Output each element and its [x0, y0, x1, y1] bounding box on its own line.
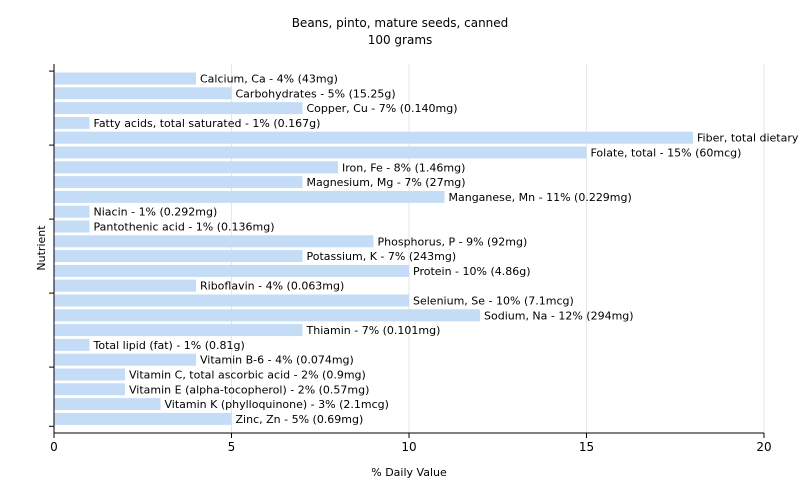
- bar-13: [54, 264, 409, 277]
- bar-label-16: Sodium, Na - 12% (294mg): [484, 309, 634, 322]
- bar-label-5: Folate, total - 15% (60mcg): [591, 147, 742, 160]
- x-tick-label-20: 20: [756, 440, 771, 454]
- bar-label-19: Vitamin B-6 - 4% (0.074mg): [200, 354, 354, 367]
- bar-0: [54, 72, 196, 85]
- bar-label-6: Iron, Fe - 8% (1.46mg): [342, 161, 465, 174]
- bar-label-4: Fiber, total dietary - 18% (4.6g): [697, 132, 800, 145]
- bar-label-12: Potassium, K - 7% (243mg): [307, 250, 457, 263]
- bar-20: [54, 368, 125, 381]
- bar-18: [54, 338, 90, 351]
- chart-title: Beans, pinto, mature seeds, canned: [292, 16, 509, 30]
- bar-10: [54, 220, 90, 233]
- bar-label-11: Phosphorus, P - 9% (92mg): [378, 235, 528, 248]
- bar-label-10: Pantothenic acid - 1% (0.136mg): [94, 221, 275, 234]
- bar-label-15: Selenium, Se - 10% (7.1mcg): [413, 295, 574, 308]
- bar-label-23: Zinc, Zn - 5% (0.69mg): [236, 413, 364, 426]
- axis-layer: 0 5 10 15 20: [49, 64, 772, 454]
- bar-label-13: Protein - 10% (4.86g): [413, 265, 531, 278]
- bar-label-20: Vitamin C, total ascorbic acid - 2% (0.9…: [129, 369, 366, 382]
- bar-3: [54, 116, 90, 129]
- y-axis-label: Nutrient: [35, 225, 48, 271]
- bar-15: [54, 294, 409, 307]
- x-tick-label-0: 0: [50, 440, 58, 454]
- bar-2: [54, 102, 303, 115]
- bar-22: [54, 398, 161, 411]
- bar-label-21: Vitamin E (alpha-tocopherol) - 2% (0.57m…: [129, 383, 369, 396]
- bar-16: [54, 309, 480, 322]
- bar-23: [54, 412, 232, 425]
- bar-1: [54, 87, 232, 100]
- bar-14: [54, 279, 196, 292]
- bar-7: [54, 176, 303, 189]
- grid-layer: [231, 64, 765, 433]
- bar-5: [54, 146, 587, 159]
- bar-label-14: Riboflavin - 4% (0.063mg): [200, 280, 344, 293]
- bar-label-2: Copper, Cu - 7% (0.140mg): [307, 102, 458, 115]
- bar-label-1: Carbohydrates - 5% (15.25g): [236, 87, 396, 100]
- bar-19: [54, 353, 196, 366]
- bar-6: [54, 161, 338, 174]
- bar-label-9: Niacin - 1% (0.292mg): [94, 206, 218, 219]
- bar-label-0: Calcium, Ca - 4% (43mg): [200, 73, 338, 86]
- bar-11: [54, 235, 374, 248]
- bar-17: [54, 324, 303, 337]
- x-tick-label-15: 15: [579, 440, 594, 454]
- x-tick-label-5: 5: [228, 440, 236, 454]
- bar-9: [54, 205, 90, 218]
- bar-4: [54, 131, 693, 144]
- x-tick-label-10: 10: [401, 440, 416, 454]
- chart-subtitle: 100 grams: [368, 33, 433, 47]
- bar-21: [54, 383, 125, 396]
- bar-label-3: Fatty acids, total saturated - 1% (0.167…: [94, 117, 321, 130]
- bar-label-7: Magnesium, Mg - 7% (27mg): [307, 176, 466, 189]
- bar-label-17: Thiamin - 7% (0.101mg): [306, 324, 441, 337]
- bar-label-22: Vitamin K (phylloquinone) - 3% (2.1mcg): [165, 398, 389, 411]
- bar-12: [54, 250, 303, 263]
- bar-layer: Calcium, Ca - 4% (43mg)Carbohydrates - 5…: [54, 72, 800, 426]
- x-axis-label: % Daily Value: [371, 466, 447, 479]
- bar-label-8: Manganese, Mn - 11% (0.229mg): [449, 191, 632, 204]
- bar-8: [54, 190, 445, 203]
- bar-label-18: Total lipid (fat) - 1% (0.81g): [93, 339, 245, 352]
